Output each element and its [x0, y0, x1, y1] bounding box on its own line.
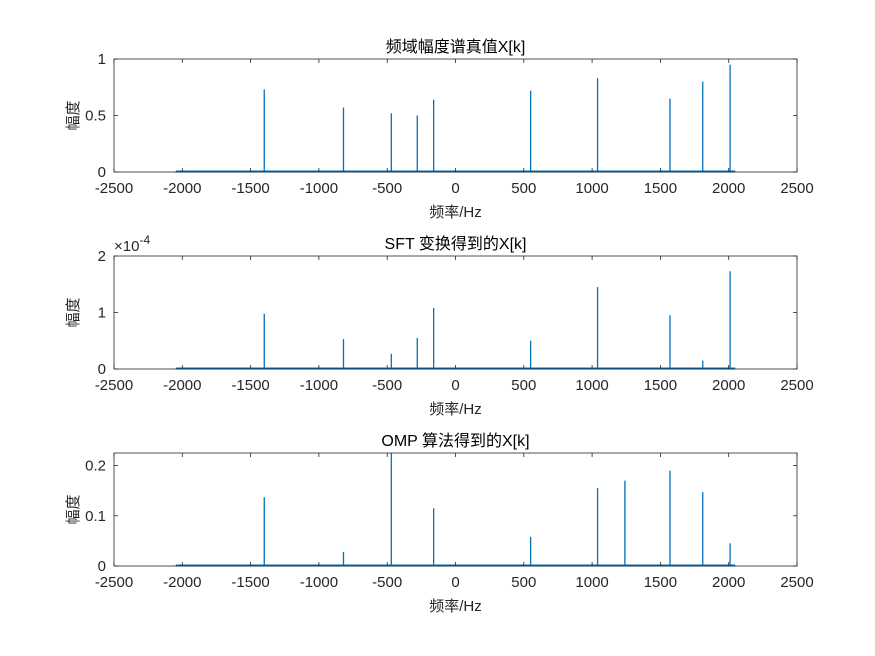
- y-tick-label: 0.1: [85, 508, 106, 525]
- y-tick-label: 0: [98, 558, 106, 575]
- y-tick-label: 1: [98, 51, 106, 68]
- x-tick-label: 2500: [780, 377, 813, 394]
- x-tick-label: -2500: [95, 180, 133, 197]
- x-axis-label: 频率/Hz: [429, 401, 482, 418]
- x-tick-label: -500: [372, 377, 402, 394]
- axes-background: [114, 256, 797, 369]
- subplot-title: OMP 算法得到的X[k]: [381, 431, 529, 450]
- y-tick-label: 0.5: [85, 108, 106, 125]
- x-tick-label: 1500: [644, 574, 677, 591]
- y-exponent-label: ×10-4: [114, 233, 150, 255]
- axes-background: [114, 453, 797, 566]
- x-tick-label: 2000: [712, 180, 745, 197]
- x-tick-label: -1500: [231, 574, 269, 591]
- y-tick-label: 0: [98, 361, 106, 378]
- x-tick-label: -1000: [300, 377, 338, 394]
- x-tick-label: -1000: [300, 574, 338, 591]
- y-tick-label: 1: [98, 305, 106, 322]
- x-tick-label: 1500: [644, 377, 677, 394]
- x-tick-label: -2500: [95, 377, 133, 394]
- x-tick-label: -2000: [163, 574, 201, 591]
- x-tick-label: -2000: [163, 377, 201, 394]
- x-tick-label: -1000: [300, 180, 338, 197]
- x-tick-label: 2500: [780, 574, 813, 591]
- x-axis-label: 频率/Hz: [429, 204, 482, 221]
- x-tick-label: -1500: [231, 377, 269, 394]
- subplot-3: -2500 -2000 -1500 -1000 -500 0 500 1000 1500 2000…: [65, 431, 814, 615]
- x-tick-label: 500: [511, 180, 536, 197]
- x-tick-label: -2500: [95, 574, 133, 591]
- axes-background: [114, 59, 797, 172]
- x-tick-label: 1000: [575, 377, 608, 394]
- x-tick-label: 500: [511, 574, 536, 591]
- subplot-title: 频域幅度谱真值X[k]: [386, 38, 526, 56]
- y-tick-label: 0: [98, 164, 106, 181]
- x-tick-label: 500: [511, 377, 536, 394]
- x-tick-label: 0: [451, 574, 459, 591]
- x-tick-label: 2000: [712, 377, 745, 394]
- y-axis-label: 幅度: [65, 297, 82, 327]
- x-axis-label: 频率/Hz: [429, 598, 482, 615]
- subplot-1: -2500 -2000 -1500 -1000 -500 0 500 1000 1500 2000…: [65, 38, 814, 221]
- y-exponent-power: -4: [139, 233, 150, 247]
- x-tick-label: 1000: [575, 574, 608, 591]
- subplot-title: SFT 变换得到的X[k]: [385, 235, 527, 253]
- x-tick-label: -1500: [231, 180, 269, 197]
- y-tick-label: 2: [98, 248, 106, 265]
- x-tick-label: 1500: [644, 180, 677, 197]
- x-tick-label: -2000: [163, 180, 201, 197]
- x-tick-label: 2500: [780, 180, 813, 197]
- x-tick-label: 0: [451, 180, 459, 197]
- x-tick-label: 2000: [712, 574, 745, 591]
- x-tick-label: -500: [372, 180, 402, 197]
- x-tick-label: -500: [372, 574, 402, 591]
- x-tick-label: 0: [451, 377, 459, 394]
- subplot-2: -2500 -2000 -1500 -1000 -500 0 500 1000 1500 2000…: [65, 233, 814, 418]
- y-tick-label: 0.2: [85, 458, 106, 475]
- y-axis-label: 幅度: [65, 100, 82, 130]
- y-axis-label: 幅度: [65, 494, 82, 524]
- x-tick-label: 1000: [575, 180, 608, 197]
